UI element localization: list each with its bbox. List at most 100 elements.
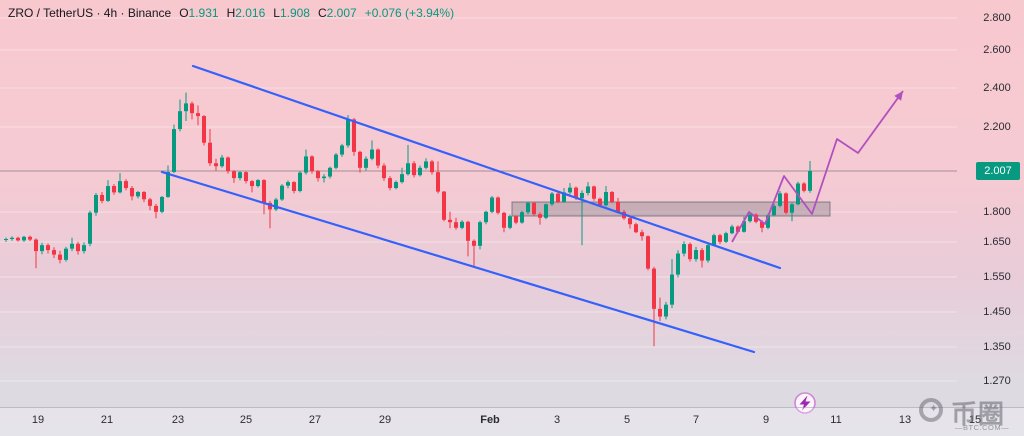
candle-body [658,308,662,317]
candle-body [334,154,338,168]
candle-body [724,233,728,242]
time-axis-label: 11 [830,414,842,426]
projection-arrowhead [894,91,903,101]
candle-body [604,191,608,206]
candle-body [280,185,284,200]
supply-zone-box[interactable] [511,201,831,217]
candle-body [124,181,128,189]
candle-body [178,111,182,130]
price-axis-label: 2.600 [983,44,1011,56]
price-axis-label: 1.550 [983,271,1011,283]
price-axis-label: 1.270 [983,375,1011,387]
candle-body [688,244,692,260]
candle-body [94,194,98,213]
candle-body [676,253,680,275]
price-axis-label: 2.200 [983,121,1011,133]
candle-body [136,191,140,197]
candle-body [466,221,470,241]
lower-channel-line[interactable] [160,170,756,354]
candle-body [10,237,14,239]
candle-body [406,163,410,175]
candle-body [220,157,224,167]
candle-body [226,157,230,172]
lightning-bolt-glyph [799,395,811,411]
candle-body [322,176,326,179]
candle-body [190,103,194,114]
price-axis-label: 2.800 [983,12,1011,24]
low-label: L [273,6,280,20]
price-axis-label: 1.800 [983,206,1011,218]
candle-body [490,197,494,212]
time-axis[interactable]: 19 21 23 25 27 29 Feb 3 5 7 9 11 13 15 [0,407,1024,436]
symbol-title: ZRO / TetherUS · 4h · Binance [8,6,172,20]
candle-body [748,214,752,222]
candle-body [628,218,632,225]
time-axis-label: 21 [100,414,114,426]
candle-body [412,163,416,176]
candle-body [646,236,650,269]
candle-body [532,202,536,215]
candle-body [778,193,782,206]
candle-body [736,226,740,232]
high-label: H [226,6,236,20]
candle-body [496,197,500,213]
open-value: 1.931 [188,6,219,20]
candle-body [772,205,776,216]
candle-body [40,245,44,252]
time-axis-label: 7 [692,414,700,426]
candle-body [634,224,638,233]
candle-body [694,250,698,260]
candle-body [718,235,722,242]
candle-body [640,232,644,237]
candle-body [550,193,554,205]
candle-body [610,191,614,202]
candle-body [346,119,350,146]
upper-channel-line[interactable] [191,64,782,270]
candle-body [274,199,278,210]
time-axis-label: Feb [480,414,500,426]
candle-body [250,181,254,187]
candle-body [244,172,248,182]
candle-body [100,194,104,201]
candle-body [46,245,50,251]
candle-body [232,171,236,179]
time-axis-label: 13 [898,414,912,426]
candle-body [574,187,578,199]
candle-body [484,211,488,223]
time-axis-label: 5 [623,414,631,426]
candle-body [520,212,524,223]
candle-body [268,202,272,210]
candle-body [418,167,422,176]
candle-body [670,274,674,305]
candle-body [376,149,380,166]
candle-body [292,182,296,192]
candle-body [592,186,596,199]
symbol-legend[interactable]: ZRO / TetherUS · 4h · Binance O1.931 H2.01… [8,6,454,20]
candle-body [556,193,560,202]
projection-zigzag[interactable] [731,90,904,243]
candle-body [430,161,434,173]
candle-body [502,212,506,228]
candle-body [76,243,80,252]
candle-body [172,129,176,172]
candle-body [562,192,566,202]
candle-body [712,235,716,246]
candle-body [730,226,734,234]
candle-body [586,186,590,193]
candle-body [472,240,476,246]
candle-body [652,268,656,309]
candle-body [442,191,446,220]
candle-body [388,178,392,189]
candle-body [514,216,518,223]
candle-body [58,254,62,260]
candle-body [286,182,290,186]
candle-body [580,192,584,199]
candle-body [706,245,710,261]
candle-body [400,174,404,183]
candle-body [148,199,152,206]
candle-body [616,201,620,212]
candle-body [382,165,386,179]
candle-body [538,214,542,218]
candle-body [316,171,320,179]
